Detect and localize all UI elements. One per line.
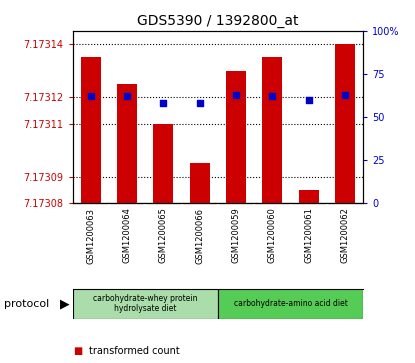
Text: GSM1200062: GSM1200062 (340, 208, 349, 264)
Bar (154, 124, 173, 203)
Text: protocol: protocol (4, 299, 49, 309)
Point (88, 94, 94, 99)
Text: GSM1200064: GSM1200064 (122, 208, 132, 264)
Bar (226, 71, 246, 203)
Point (342, 92, 348, 98)
Text: GSM1200066: GSM1200066 (195, 208, 204, 264)
Point (196, 101, 203, 106)
Text: GSM1200059: GSM1200059 (232, 208, 241, 263)
Point (305, 97, 312, 103)
Title: GDS5390 / 1392800_at: GDS5390 / 1392800_at (137, 15, 299, 28)
Text: ■: ■ (73, 346, 82, 356)
Bar (218, 289, 363, 319)
Bar (117, 84, 137, 203)
Text: GSM1200060: GSM1200060 (268, 208, 277, 264)
Text: transformed count: transformed count (89, 346, 180, 356)
Text: carbohydrate-whey protein
hydrolysate diet: carbohydrate-whey protein hydrolysate di… (93, 294, 198, 313)
Point (269, 94, 276, 99)
Bar (73, 289, 218, 319)
Text: ▶: ▶ (60, 297, 70, 310)
Point (124, 94, 130, 99)
Point (160, 101, 167, 106)
Bar (81, 57, 101, 203)
Bar (335, 44, 355, 203)
Text: carbohydrate-amino acid diet: carbohydrate-amino acid diet (234, 299, 347, 308)
Text: GSM1200061: GSM1200061 (304, 208, 313, 264)
Bar (190, 163, 210, 203)
Bar (262, 57, 282, 203)
Point (233, 92, 239, 98)
Text: GSM1200065: GSM1200065 (159, 208, 168, 264)
Bar (299, 190, 319, 203)
Text: GSM1200063: GSM1200063 (86, 208, 95, 264)
